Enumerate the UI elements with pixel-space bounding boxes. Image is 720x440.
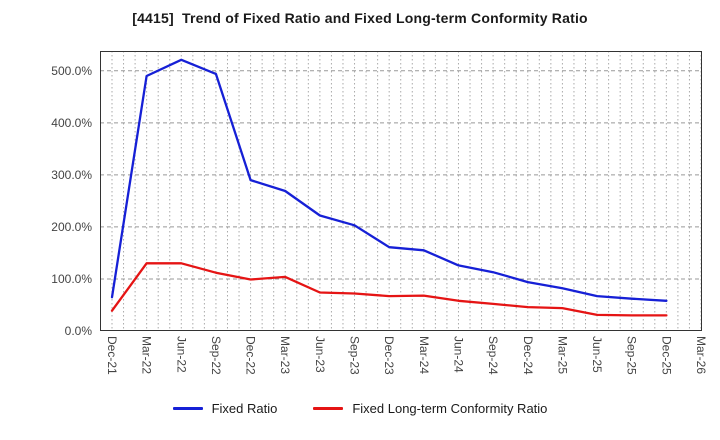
plot-frame — [100, 51, 702, 331]
legend-item-fixed-lt-conformity-ratio: Fixed Long-term Conformity Ratio — [313, 401, 547, 416]
x-axis-tick-label: Jun-25 — [590, 336, 605, 373]
x-axis-tick-label: Dec-24 — [520, 336, 535, 375]
plot-area — [100, 51, 702, 331]
x-axis-tick-label: Jun-23 — [312, 336, 327, 373]
x-axis-tick-label: Mar-26 — [694, 336, 708, 375]
x-axis-tick-label: Mar-24 — [416, 336, 431, 375]
x-axis-tick-label: Dec-21 — [105, 336, 119, 375]
series-line-fixed-lt-conformity-ratio — [110, 262, 668, 317]
legend-label-fixed-lt-conformity-ratio: Fixed Long-term Conformity Ratio — [352, 401, 548, 416]
x-axis-tick-label: Sep-24 — [486, 336, 501, 375]
x-axis-tick-label: Dec-23 — [382, 336, 397, 375]
legend: Fixed Ratio Fixed Long-term Conformity R… — [0, 401, 720, 416]
x-axis-tick-label: Jun-22 — [174, 336, 189, 373]
x-axis-tick-label: Dec-22 — [243, 336, 258, 375]
x-axis-tick-label: Mar-22 — [139, 336, 154, 375]
x-axis-tick-label: Sep-25 — [624, 336, 639, 375]
y-axis-tick-label: 100.0% — [51, 271, 92, 286]
y-axis-tick-label: 200.0% — [51, 219, 92, 234]
legend-line-swatch-blue — [172, 407, 203, 410]
x-axis-tick-label: Dec-25 — [659, 336, 674, 375]
x-axis-tick-label: Mar-25 — [555, 336, 570, 375]
y-axis-tick-label: 400.0% — [51, 115, 92, 130]
y-axis-tick-label: 500.0% — [51, 63, 92, 78]
chart-title: [4415] Trend of Fixed Ratio and Fixed Lo… — [132, 10, 588, 26]
x-axis-tick-label: Jun-24 — [451, 336, 466, 373]
line-chart-canvas — [100, 51, 702, 331]
series-line-fixed-ratio — [110, 58, 668, 302]
legend-label-fixed-ratio: Fixed Ratio — [211, 401, 278, 416]
x-axis-tick-label: Sep-22 — [208, 336, 223, 375]
legend-item-fixed-ratio: Fixed Ratio — [172, 401, 278, 416]
x-axis-tick-label: Sep-23 — [347, 336, 362, 375]
y-axis-tick-label: 0.0% — [64, 324, 92, 338]
x-axis-tick-label: Mar-23 — [278, 336, 293, 375]
legend-line-swatch-red — [313, 407, 344, 410]
y-axis-tick-label: 300.0% — [51, 167, 92, 182]
